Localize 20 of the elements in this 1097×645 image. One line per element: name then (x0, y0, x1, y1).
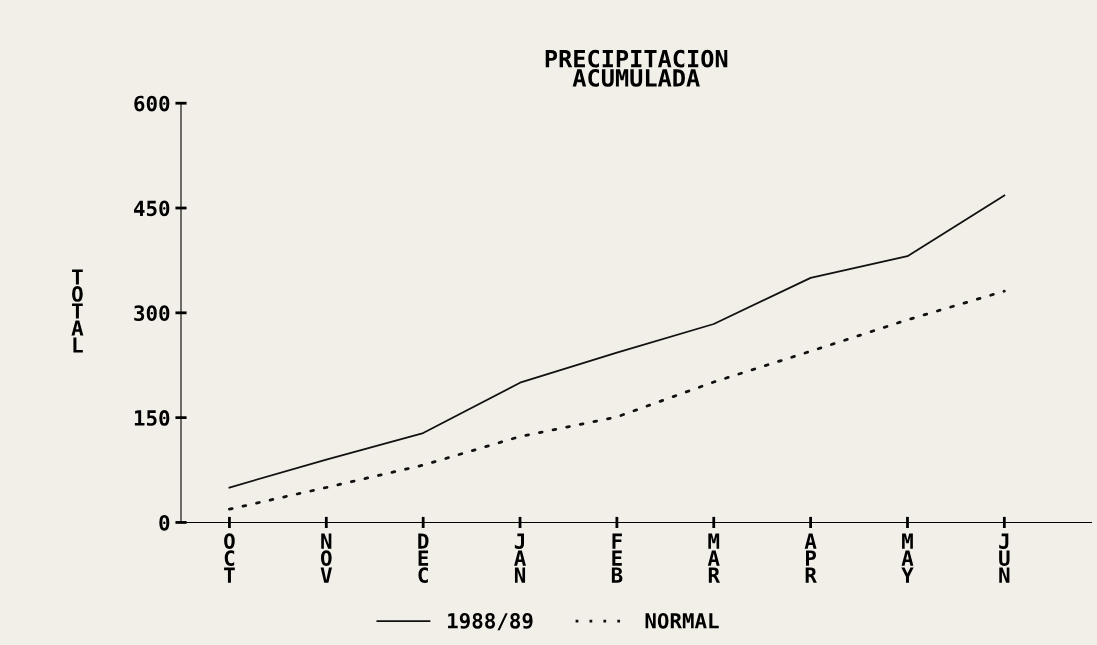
line-series (228, 289, 1006, 511)
line-series (228, 194, 1006, 489)
x-tick-label: OCT (224, 533, 235, 583)
legend-label: 1988/89 (448, 612, 533, 631)
legend-label: NORMAL (645, 612, 719, 629)
y-tick-label: 450 (134, 200, 170, 217)
y-tick-label: 0 (159, 514, 170, 531)
y-tick-label: 150 (134, 410, 170, 426)
x-tick-label: APR (804, 533, 817, 583)
x-tick-label: NOV (320, 533, 332, 583)
x-tick-label: FEB (611, 533, 623, 583)
chart-title: PRECIPITACION ACUMULADA (545, 49, 728, 87)
x-tick-label: JUN (999, 533, 1010, 583)
x-tick-label: MAR (707, 533, 721, 583)
y-axis-title: TOTAL (71, 269, 84, 353)
x-tick-label: MAY (901, 533, 914, 583)
y-tick-label: 300 (134, 305, 170, 322)
x-tick-label: DEC (418, 533, 429, 583)
x-tick-label: JAN (514, 533, 526, 583)
y-tick-label: 600 (134, 95, 170, 112)
